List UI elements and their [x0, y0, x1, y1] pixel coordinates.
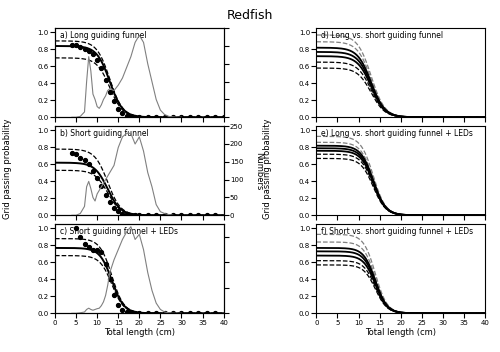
Text: c) Short guiding funnel + LEDs: c) Short guiding funnel + LEDs	[60, 227, 178, 236]
Text: f) Short vs. short guiding funnel + LEDs: f) Short vs. short guiding funnel + LEDs	[322, 227, 474, 236]
Text: Grid passing probability: Grid passing probability	[263, 119, 272, 219]
X-axis label: Total length (cm): Total length (cm)	[365, 328, 436, 337]
Text: e) Long vs. short guiding funnel + LEDs: e) Long vs. short guiding funnel + LEDs	[322, 129, 474, 138]
Text: Grid passing probability: Grid passing probability	[3, 119, 12, 219]
Text: d) Long vs. short guiding funnel: d) Long vs. short guiding funnel	[322, 31, 444, 40]
Text: Redfish: Redfish	[227, 9, 273, 22]
Y-axis label: Numbers: Numbers	[254, 151, 264, 190]
Text: b) Short guiding funnel: b) Short guiding funnel	[60, 129, 149, 138]
Text: a) Long guiding funnel: a) Long guiding funnel	[60, 31, 146, 40]
X-axis label: Total length (cm): Total length (cm)	[104, 328, 175, 337]
